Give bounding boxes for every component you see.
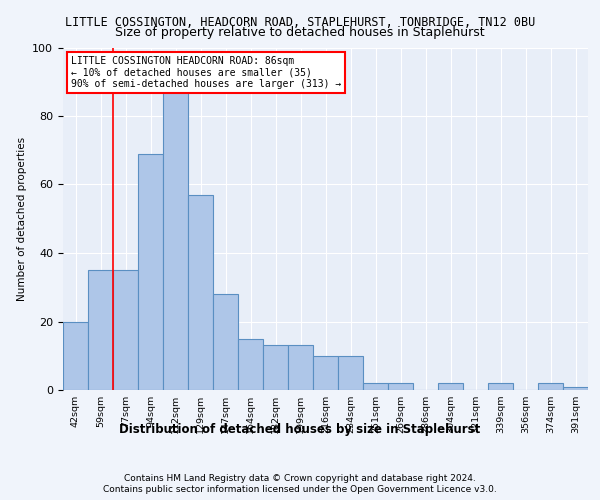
Bar [438,383,463,390]
Bar [113,270,138,390]
Bar [138,154,163,390]
Bar [238,338,263,390]
Bar [188,195,213,390]
Text: Distribution of detached houses by size in Staplehurst: Distribution of detached houses by size … [119,422,481,436]
Bar [363,383,388,390]
Bar [88,270,113,390]
Bar [63,322,88,390]
Text: LITTLE COSSINGTON, HEADCORN ROAD, STAPLEHURST, TONBRIDGE, TN12 0BU: LITTLE COSSINGTON, HEADCORN ROAD, STAPLE… [65,16,535,29]
Text: Contains public sector information licensed under the Open Government Licence v3: Contains public sector information licen… [103,485,497,494]
Bar [338,356,363,390]
Bar [213,294,238,390]
Bar [163,82,188,390]
Bar [263,346,288,390]
Y-axis label: Number of detached properties: Number of detached properties [17,136,27,301]
Bar [388,383,413,390]
Bar [288,346,313,390]
Text: Contains HM Land Registry data © Crown copyright and database right 2024.: Contains HM Land Registry data © Crown c… [124,474,476,483]
Bar [488,383,513,390]
Bar [313,356,338,390]
Text: LITTLE COSSINGTON HEADCORN ROAD: 86sqm
← 10% of detached houses are smaller (35): LITTLE COSSINGTON HEADCORN ROAD: 86sqm ←… [71,56,341,90]
Bar [563,386,588,390]
Bar [538,383,563,390]
Text: Size of property relative to detached houses in Staplehurst: Size of property relative to detached ho… [115,26,485,39]
